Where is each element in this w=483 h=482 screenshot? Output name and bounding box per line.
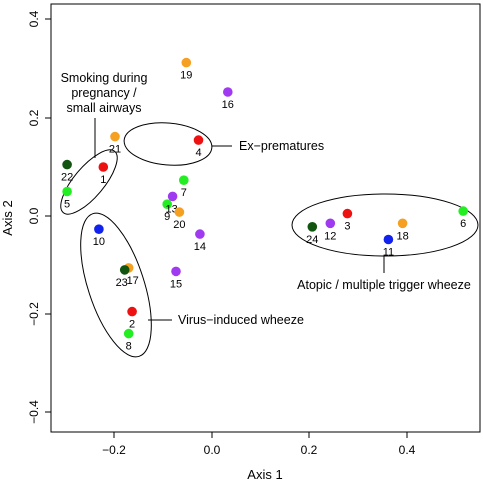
- data-point-label-24: 24: [306, 234, 318, 246]
- cluster-annotations: Smoking during pregnancy / small airways…: [60, 71, 479, 358]
- y-axis: −0.4 −0.2 0.0 0.2 0.4 Axis 2: [0, 10, 52, 424]
- data-point-7: [179, 175, 189, 185]
- x-tick-label: 0.0: [204, 443, 221, 457]
- y-tick-label: 0.2: [27, 109, 41, 126]
- data-point-label-20: 20: [173, 219, 185, 231]
- data-point-8: [123, 328, 134, 339]
- cluster-label-smoking-line3: small airways: [66, 101, 141, 115]
- data-point-20: [174, 207, 185, 217]
- x-axis: −0.2 0.0 0.2 0.4 Axis 1: [102, 431, 416, 482]
- data-point-14: [195, 229, 205, 239]
- data-point-label-14: 14: [194, 241, 206, 253]
- data-point-label-18: 18: [396, 230, 408, 242]
- data-point-label-3: 3: [344, 221, 350, 233]
- data-point-label-10: 10: [93, 236, 105, 248]
- data-point-2: [127, 306, 137, 317]
- data-point-15: [171, 266, 181, 277]
- data-point-label-23: 23: [116, 277, 128, 289]
- data-point-label-17: 17: [127, 275, 139, 287]
- cluster-ellipse-prematures: [123, 122, 213, 166]
- data-point-10: [94, 224, 104, 234]
- data-point-4: [193, 135, 204, 145]
- data-point-label-11: 11: [383, 247, 394, 259]
- x-tick-label: 0.2: [301, 443, 318, 457]
- data-point-label-9: 9: [164, 211, 170, 223]
- x-axis-title: Axis 1: [247, 467, 282, 482]
- data-point-11: [383, 234, 394, 245]
- data-point-label-2: 2: [129, 319, 135, 331]
- data-point-13: [167, 191, 178, 202]
- data-point-label-1: 1: [100, 174, 106, 186]
- cluster-label-smoking-line1: Smoking during: [61, 71, 148, 85]
- cluster-label-atopic: Atopic / multiple trigger wheeze: [297, 278, 471, 292]
- data-point-6: [458, 206, 469, 216]
- data-point-label-21: 21: [109, 144, 121, 156]
- data-point-21: [110, 131, 120, 142]
- data-point-16: [223, 87, 233, 97]
- data-point-label-22: 22: [61, 172, 73, 184]
- data-point-23: [119, 265, 130, 275]
- data-point-19: [181, 57, 192, 68]
- plot-frame: [50, 3, 481, 433]
- data-point-label-6: 6: [460, 218, 466, 230]
- data-point-label-7: 7: [181, 187, 187, 199]
- data-point-label-16: 16: [222, 99, 234, 111]
- data-point-5: [62, 186, 72, 197]
- data-point-label-8: 8: [126, 341, 132, 353]
- y-tick-label: 0.0: [27, 207, 41, 224]
- x-tick-label: −0.2: [102, 443, 126, 457]
- data-point-12: [325, 218, 336, 229]
- data-point-label-4: 4: [195, 147, 201, 159]
- data-point-22: [62, 159, 72, 170]
- cluster-label-prematures: Ex−prematures: [239, 139, 324, 153]
- y-tick-label: −0.4: [27, 400, 41, 424]
- data-point-3: [342, 208, 353, 219]
- cluster-ellipse-atopic: [291, 193, 479, 257]
- data-point-label-5: 5: [64, 199, 70, 211]
- data-point-24: [307, 222, 318, 232]
- y-tick-label: 0.4: [27, 10, 41, 27]
- cluster-label-virus: Virus−induced wheeze: [178, 313, 304, 327]
- data-point-1: [98, 162, 109, 172]
- cluster-label-smoking-line2: pregnancy /: [71, 86, 137, 100]
- data-point-label-15: 15: [170, 278, 182, 290]
- y-axis-title: Axis 2: [0, 200, 15, 235]
- y-tick-label: −0.2: [27, 302, 41, 326]
- x-tick-label: 0.4: [399, 443, 416, 457]
- cluster-ellipse-smoking: [60, 149, 118, 215]
- data-point-label-12: 12: [324, 230, 336, 242]
- data-point-9: [162, 199, 172, 209]
- cluster-ellipse-virus: [80, 212, 152, 358]
- data-point-label-19: 19: [180, 70, 192, 82]
- data-point-18: [397, 218, 408, 229]
